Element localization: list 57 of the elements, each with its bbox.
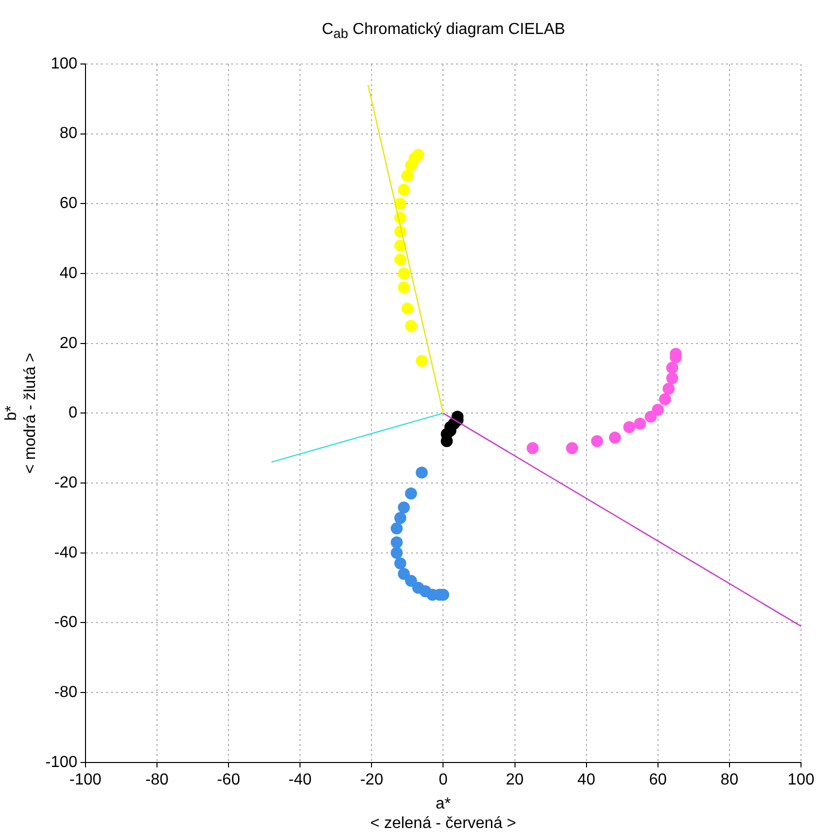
point (644, 410, 657, 423)
point (394, 240, 406, 252)
point (666, 362, 678, 374)
x-tick-label: 40 (577, 771, 596, 788)
point (566, 442, 578, 454)
y-tick-label: 0 (68, 404, 78, 422)
point (394, 557, 406, 570)
point (394, 198, 406, 210)
point (405, 574, 418, 587)
y-tick-label: -100 (45, 754, 78, 771)
point (390, 522, 403, 534)
y-tick-label: 60 (60, 195, 78, 212)
point (398, 568, 410, 580)
point (405, 320, 418, 332)
point (401, 170, 414, 182)
point (398, 281, 410, 294)
point (526, 442, 539, 454)
y-tick-label: 80 (60, 125, 78, 142)
point (591, 435, 604, 448)
chart-title: C$_{ab}$ Chromatický diagram CIELAB (320, 20, 566, 44)
point (416, 354, 428, 367)
point (405, 488, 418, 500)
x-tick-label: 20 (506, 771, 524, 788)
x-tick-label: -80 (145, 771, 169, 788)
y-tick-label: 40 (60, 264, 78, 282)
point (659, 393, 672, 406)
point (623, 421, 636, 434)
y-tick-label: -40 (54, 544, 78, 562)
point (412, 148, 424, 161)
y-tick-label: -80 (54, 684, 78, 701)
x-tick-label: -60 (216, 771, 240, 788)
point (398, 501, 410, 514)
y-tick-label: 100 (50, 55, 78, 72)
point (634, 418, 646, 430)
y-tick-label: -60 (54, 614, 78, 632)
point (608, 432, 621, 444)
x-tick-label: 80 (720, 771, 738, 788)
point (390, 536, 403, 548)
y-tick-label: -20 (54, 474, 78, 492)
point (398, 268, 410, 280)
point (398, 184, 410, 196)
point (394, 254, 406, 266)
x-tick-label: -20 (360, 771, 384, 788)
point (401, 302, 414, 314)
x-axis-title: a* < zelená - červená > (370, 796, 516, 832)
point (666, 372, 678, 384)
point (394, 512, 406, 524)
point (416, 466, 428, 479)
point (652, 404, 664, 416)
point (390, 546, 403, 559)
point (662, 382, 675, 395)
x-tick-label: 0 (438, 771, 448, 788)
x-tick-label: -40 (288, 771, 312, 788)
x-tick-label: 60 (648, 771, 667, 788)
y-tick-label: 20 (60, 334, 78, 352)
x-tick-label: 100 (788, 771, 814, 788)
y-axis-title: b* < modrá - žlutá > (3, 352, 40, 474)
